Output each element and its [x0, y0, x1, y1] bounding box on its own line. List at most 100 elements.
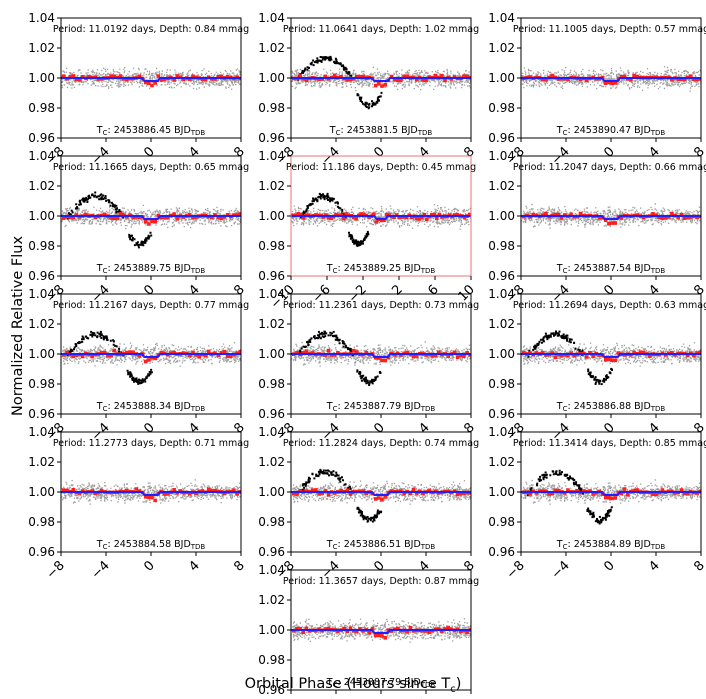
y-tick-label: 0.96 [258, 683, 285, 697]
x-tick-label: 8 [231, 420, 247, 436]
in-transit-points [300, 192, 370, 247]
panel-12: 0.96 0.98 1.00 1.02 1.04 −8 −4 0 4 8 Period: 11.34… [488, 425, 706, 582]
x-tick-label: 4 [646, 144, 662, 160]
data-points [292, 480, 471, 505]
in-transit-points [297, 468, 383, 523]
x-tick-label: 8 [461, 420, 477, 436]
y-tick-label: 1.00 [258, 71, 285, 85]
binned-points [292, 625, 471, 640]
panel-plot-area [521, 330, 701, 386]
y-tick-label: 0.98 [28, 377, 55, 391]
x-tick-label: 0 [141, 420, 157, 436]
x-tick-label: 0 [601, 558, 617, 574]
y-tick-label: 0.98 [258, 101, 285, 115]
y-tick-label: 0.98 [258, 377, 285, 391]
x-axis-label: Orbital Phase (Hours since Tc) [0, 676, 706, 695]
period-depth-label: Period: 11.2694 days, Depth: 0.63 mmag [513, 300, 706, 311]
x-axis-label-main: Orbital Phase (Hours since T [244, 676, 451, 692]
in-transit-points [526, 469, 613, 525]
tc-label: TC: 2453884.58 BJDTDB [96, 539, 206, 551]
y-tick-label: 1.02 [488, 179, 515, 193]
data-points [61, 342, 241, 367]
data-points [61, 67, 241, 90]
x-tick-label: 6 [425, 282, 441, 298]
x-tick-label: 8 [691, 144, 706, 160]
x-tick-label: 8 [691, 282, 706, 298]
x-tick-label: 0 [371, 144, 387, 160]
model-line [291, 491, 471, 496]
period-depth-label: Period: 11.3657 days, Depth: 0.87 mmag [283, 576, 479, 587]
x-tick-label: 8 [231, 282, 247, 298]
x-tick-label: 0 [371, 558, 387, 574]
x-tick-label: 8 [231, 144, 247, 160]
y-tick-label: 1.00 [488, 71, 515, 85]
period-depth-label: Period: 11.2824 days, Depth: 0.74 mmag [283, 438, 479, 449]
x-tick-label: 4 [186, 282, 202, 298]
data-points [521, 479, 701, 505]
panel-plot-area [61, 479, 241, 505]
binned-points [62, 487, 241, 503]
period-depth-label: Period: 11.0192 days, Depth: 0.84 mmag [53, 24, 249, 35]
y-tick-label: 1.00 [258, 209, 285, 223]
y-tick-label: 1.04 [28, 425, 55, 439]
x-tick-label: 4 [416, 558, 432, 574]
panel-plot-area [521, 469, 701, 525]
model-line [61, 353, 241, 358]
binned-points [291, 212, 471, 224]
y-axis-label: Normalized Relative Flux [10, 235, 26, 416]
y-tick-label: 0.96 [258, 407, 285, 421]
y-tick-label: 0.98 [258, 653, 285, 667]
y-tick-label: 1.02 [28, 179, 55, 193]
y-tick-label: 0.96 [258, 131, 285, 145]
model-line [61, 491, 241, 496]
x-axis-label-end: ) [455, 676, 462, 692]
data-points [522, 342, 701, 367]
tc-label: TC: 2453889.25 BJDTDB [326, 263, 436, 275]
panel-plot-area [291, 330, 471, 386]
x-tick-label: 8 [231, 558, 247, 574]
x-tick-label: 4 [416, 144, 432, 160]
y-tick-label: 1.04 [488, 425, 515, 439]
y-tick-label: 1.04 [258, 425, 285, 439]
y-tick-label: 1.04 [488, 149, 515, 163]
x-tick-label: 8 [461, 558, 477, 574]
period-depth-label: Period: 11.0641 days, Depth: 1.02 mmag [283, 24, 479, 35]
y-tick-label: 1.02 [488, 317, 515, 331]
tc-label: TC: 2453886.51 BJDTDB [326, 539, 436, 551]
y-tick-label: 0.96 [28, 407, 55, 421]
y-tick-label: 1.00 [488, 485, 515, 499]
y-tick-label: 1.02 [258, 455, 285, 469]
y-tick-label: 1.02 [258, 593, 285, 607]
y-tick-label: 1.00 [28, 347, 55, 361]
y-tick-label: 0.96 [28, 131, 55, 145]
x-tick-label: −4 [89, 558, 113, 582]
panel-plot-area [521, 203, 701, 229]
x-tick-label: 0 [601, 420, 617, 436]
y-tick-label: 1.04 [258, 287, 285, 301]
in-transit-points [297, 55, 383, 110]
panel-plot-area [291, 618, 471, 643]
data-points [61, 204, 241, 230]
period-depth-label: Period: 11.186 days, Depth: 0.45 mmag [286, 162, 476, 173]
x-tick-label: 8 [461, 144, 477, 160]
x-tick-label: 0 [371, 420, 387, 436]
in-transit-points [297, 330, 382, 386]
panel-10: 0.96 0.98 1.00 1.02 1.04 −8 −4 0 4 8 Period: 11.27… [28, 425, 249, 582]
y-tick-label: 0.98 [28, 239, 55, 253]
y-tick-label: 0.96 [488, 131, 515, 145]
panel-plot-area [291, 55, 471, 110]
period-depth-label: Period: 11.3414 days, Depth: 0.85 mmag [513, 438, 706, 449]
y-tick-label: 0.98 [258, 239, 285, 253]
y-tick-label: 1.00 [28, 71, 55, 85]
x-tick-label: −8 [44, 558, 68, 582]
model-line [291, 77, 471, 82]
x-tick-label: 4 [646, 420, 662, 436]
y-tick-label: 1.00 [28, 209, 55, 223]
